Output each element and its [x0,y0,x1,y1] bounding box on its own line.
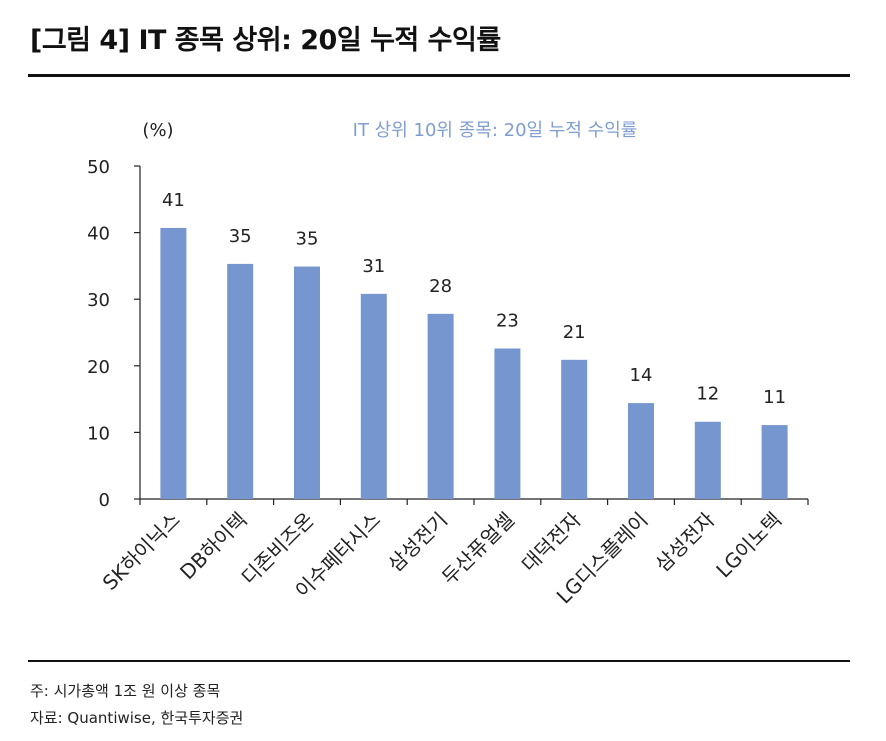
source-note: 자료: Quantiwise, 한국투자증권 [30,709,244,727]
bar [761,425,788,499]
y-tick-label: 0 [99,490,110,511]
bar-chart: IT 상위 10위 종목: 20일 누적 수익률 (%) 0 10 20 30 40 50… [87,120,809,608]
footer-rule [28,660,850,662]
data-label: 21 [563,322,586,343]
footnote: 주: 시가총액 1조 원 이상 종목 [30,682,221,700]
category-label: 삼성전기 [383,508,452,577]
title-rule [28,74,850,77]
category-label: 대덕전자 [517,508,586,577]
y-tick-label: 40 [87,224,110,245]
category-label: 두산퓨얼셀 [437,508,519,590]
bar [561,359,588,499]
bar [694,421,721,499]
bar [360,293,387,499]
data-label: 14 [630,365,653,386]
bar [427,313,454,499]
data-label: 23 [496,310,519,331]
data-label: 41 [162,190,185,211]
category-label: LG이노텍 [711,508,786,583]
bar [160,227,187,500]
data-label: 12 [696,384,719,405]
bar [227,263,254,499]
y-tick-label: 30 [87,290,110,311]
data-label: 35 [229,226,252,247]
category-label: 삼성전자 [650,508,719,577]
data-label: 31 [362,256,385,277]
bar [294,266,320,499]
category-label: SK하이닉스 [98,508,185,595]
y-axis-unit-label: (%) [142,120,173,141]
y-tick-label: 10 [87,423,110,444]
data-label: 35 [296,229,319,250]
y-tick-label: 50 [87,157,110,178]
bar [628,403,654,499]
data-label: 11 [763,387,786,408]
y-tick-label: 20 [87,357,110,378]
figure-title: [그림 4] IT 종목 상위: 20일 누적 수익률 [30,25,501,56]
chart-title: IT 상위 10위 종목: 20일 누적 수익률 [353,120,638,141]
data-label: 28 [429,276,452,297]
bar [494,348,521,499]
